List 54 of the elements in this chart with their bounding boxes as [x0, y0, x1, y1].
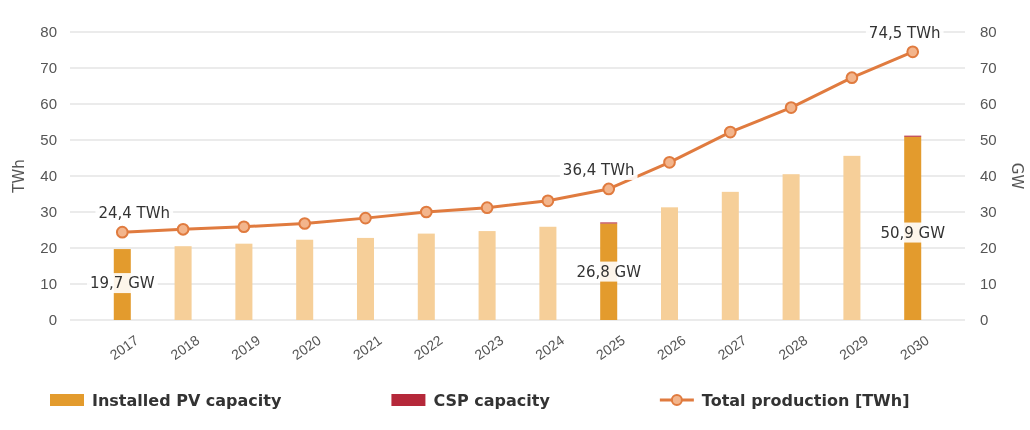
bar	[843, 155, 861, 320]
point	[237, 220, 251, 234]
legend-label: Total production [TWh]	[701, 391, 910, 410]
point	[906, 45, 920, 59]
data-label: 50,9 GW	[880, 223, 946, 242]
legend-label: Installed PV capacity	[92, 391, 282, 410]
bar	[174, 246, 192, 320]
y-tick-label: 80	[40, 23, 57, 41]
point	[359, 211, 372, 225]
y2-axis-title: GW	[1008, 162, 1026, 190]
point	[115, 225, 129, 239]
point	[480, 201, 494, 215]
y2-tick-label: 50	[980, 131, 997, 149]
y-axis-title: TWh	[10, 159, 28, 194]
y2-tick-label: 0	[980, 311, 989, 329]
bar	[296, 239, 314, 320]
data-label: 26,8 GW	[576, 262, 642, 281]
y-tick-label: 10	[40, 275, 57, 293]
point	[663, 155, 676, 169]
y2-tick-label: 10	[980, 275, 997, 293]
y2-tick-label: 70	[980, 59, 997, 77]
point	[176, 222, 190, 236]
bar	[235, 243, 253, 320]
bar	[782, 174, 800, 320]
y-tick-label: 70	[40, 59, 57, 77]
y2-tick-label: 40	[980, 167, 997, 185]
bar	[660, 207, 679, 320]
point	[298, 217, 312, 230]
point	[845, 71, 859, 85]
data-label: 19,7 GW	[89, 274, 155, 293]
y-tick-label: 0	[48, 311, 57, 329]
y-tick-label: 50	[40, 131, 57, 149]
data-label: 24,4 TWh	[98, 204, 171, 223]
data-label: 36,4 TWh	[562, 160, 635, 179]
y-tick-label: 40	[40, 167, 57, 185]
point	[784, 101, 798, 114]
y2-tick-label: 20	[980, 239, 997, 257]
bar	[417, 233, 435, 320]
point	[602, 182, 616, 196]
data-label: 74,5 TWh	[868, 23, 941, 42]
point	[419, 205, 433, 219]
y2-tick-label: 30	[980, 203, 997, 221]
bar	[356, 237, 375, 320]
y-tick-label: 20	[40, 239, 57, 257]
bar	[478, 231, 496, 320]
point	[541, 194, 555, 208]
point	[723, 125, 737, 139]
y2-tick-label: 80	[980, 23, 997, 41]
y-tick-label: 30	[40, 203, 57, 221]
legend-label: CSP capacity	[433, 391, 551, 410]
y2-tick-label: 60	[980, 95, 997, 113]
y-tick-label: 60	[40, 95, 57, 113]
bar	[539, 226, 557, 320]
bar	[721, 191, 739, 320]
